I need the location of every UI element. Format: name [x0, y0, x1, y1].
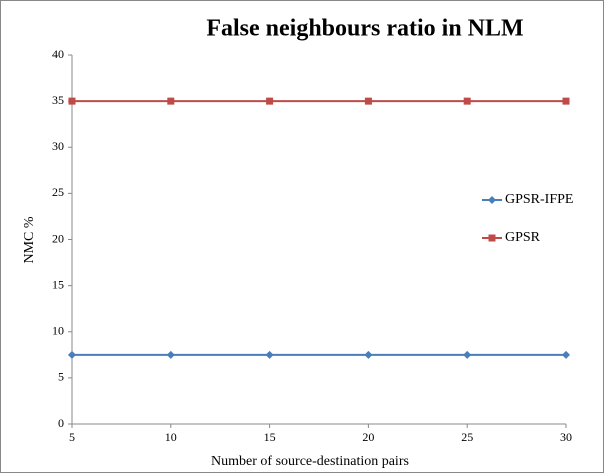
y-tick-label: 25: [52, 185, 64, 199]
marker: [364, 350, 373, 359]
marker: [463, 350, 472, 359]
marker: [266, 97, 274, 105]
x-axis-label: Number of source-destination pairs: [211, 454, 409, 469]
marker: [167, 97, 175, 105]
y-tick-label: 15: [52, 277, 64, 291]
y-tick-label: 20: [52, 231, 64, 245]
y-tick-label: 30: [52, 139, 64, 153]
x-tick-label: 5: [69, 430, 75, 444]
legend-label: GPSR: [505, 230, 541, 245]
marker: [68, 97, 76, 105]
marker: [562, 97, 570, 105]
legend-label: GPSR-IFPE: [505, 192, 573, 207]
y-tick-label: 5: [58, 370, 64, 384]
marker: [68, 350, 76, 359]
y-tick-label: 35: [52, 93, 64, 107]
marker: [463, 97, 471, 105]
y-tick-label: 40: [52, 47, 64, 61]
marker: [364, 97, 372, 105]
y-axis-label: NMC %: [22, 216, 37, 263]
x-tick-label: 20: [362, 430, 374, 444]
x-tick-label: 30: [560, 430, 572, 444]
x-tick-label: 15: [264, 430, 276, 444]
marker: [265, 350, 274, 359]
legend-marker: [488, 234, 496, 242]
chart-title: False neighbours ratio in NLM: [206, 16, 523, 42]
legend-marker: [488, 196, 496, 204]
y-tick-label: 0: [58, 416, 64, 430]
x-tick-label: 10: [165, 430, 177, 444]
y-tick-label: 10: [52, 324, 64, 338]
marker: [562, 350, 570, 359]
marker: [166, 350, 175, 359]
x-tick-label: 25: [461, 430, 473, 444]
